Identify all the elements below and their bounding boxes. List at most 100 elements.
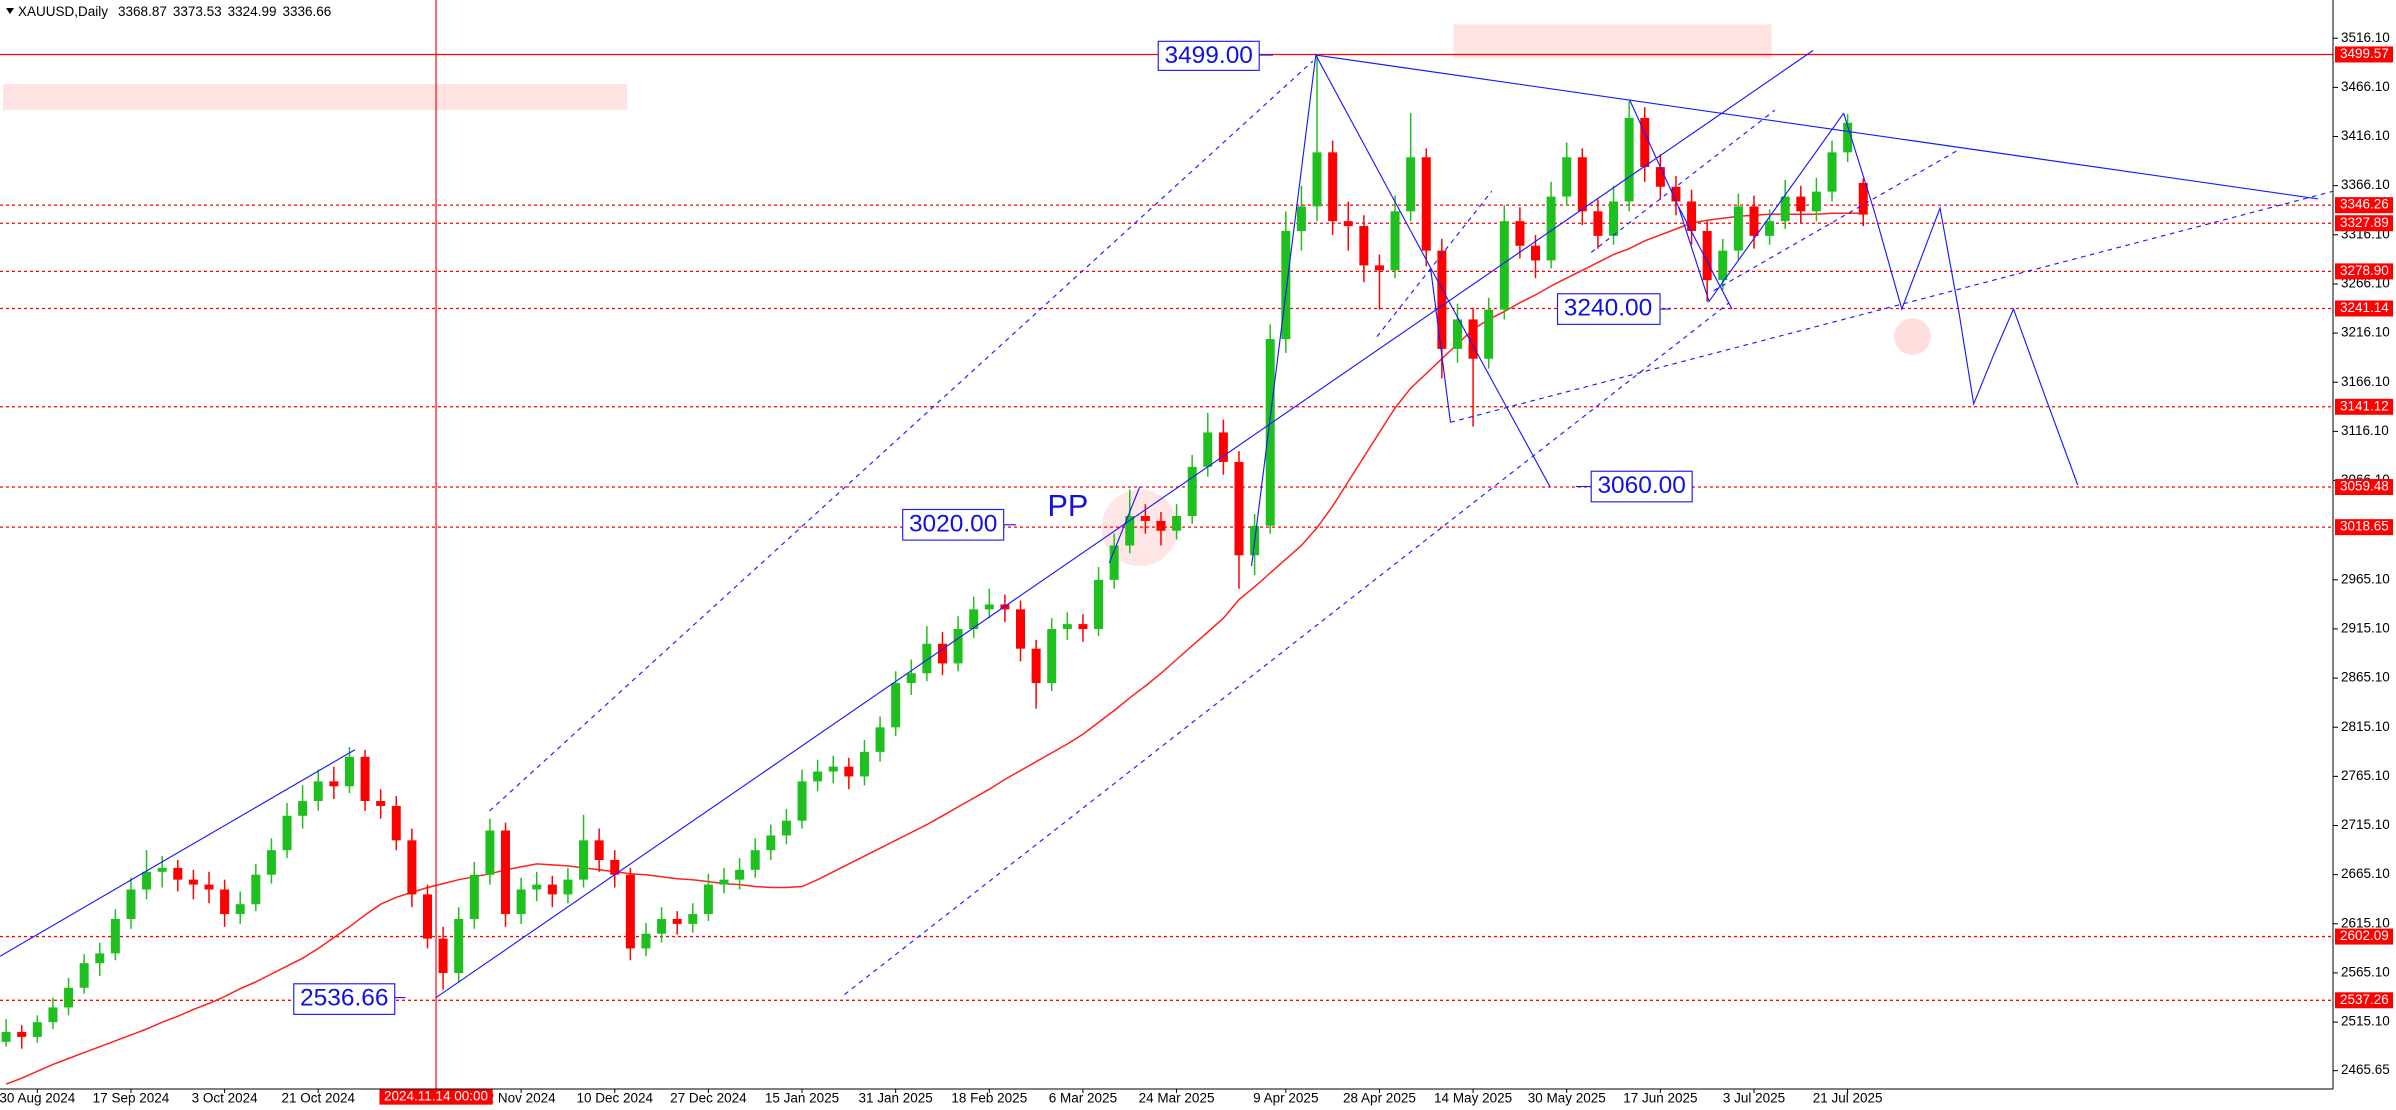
candle-body (1203, 432, 1213, 467)
annotation: 3240.00 (1564, 295, 1652, 322)
candle-body (1484, 309, 1494, 359)
candle-body (1562, 157, 1572, 197)
zones (3, 24, 1931, 567)
candle-body (173, 867, 183, 880)
candle-body (1671, 186, 1681, 202)
candle-body (1094, 579, 1104, 630)
y-tick-label: 3216.10 (2341, 325, 2390, 340)
high: 3373.53 (173, 4, 222, 19)
annotation: 3499.00 (1164, 42, 1252, 69)
candle-body (688, 914, 698, 924)
candle-body (1406, 157, 1416, 212)
candle-body (813, 771, 823, 782)
x-tick-label: 15 Jan 2025 (765, 1091, 839, 1106)
zigzag (1628, 99, 1845, 303)
candle-body (1421, 157, 1431, 251)
header: XAUUSD,Daily 3368.87 3373.53 3324.99 3336.66 (6, 4, 331, 19)
label-box (902, 508, 1005, 541)
annotation: PP (1048, 489, 1089, 523)
candle-body (1047, 629, 1057, 684)
candle-body (719, 879, 729, 885)
x-tick-label: 9 Apr 2025 (1253, 1091, 1318, 1106)
y-tick-label: 2665.10 (2341, 866, 2390, 881)
candle-body (1609, 201, 1619, 236)
level-label: 3059.48 (2340, 479, 2389, 494)
candle-body (1702, 230, 1712, 281)
candle-body (1374, 265, 1384, 271)
y-tick-label: 2815.10 (2341, 719, 2390, 734)
candle-body (1078, 624, 1088, 630)
level-label: 3018.65 (2340, 519, 2389, 534)
candle-body (969, 609, 979, 630)
candle-body (1718, 250, 1728, 281)
candle-body (781, 820, 791, 836)
level-label: 2537.26 (2340, 992, 2389, 1007)
candle-body (188, 879, 198, 885)
candle-body (1687, 201, 1697, 231)
channel-line (489, 60, 1314, 812)
candle-body (1531, 245, 1541, 261)
candle-body (17, 1031, 27, 1037)
candle-body (891, 683, 901, 728)
candle-body (625, 874, 635, 949)
candle-body (1281, 230, 1291, 340)
candle-body (1640, 117, 1650, 168)
channel-line (1376, 190, 1493, 337)
channel-line (1713, 149, 1959, 292)
candle-body (1125, 515, 1135, 546)
candle-body (922, 643, 932, 674)
candle-body (1468, 319, 1478, 359)
candle-body (469, 874, 479, 919)
x-tick-label: 28 Apr 2025 (1343, 1091, 1416, 1106)
candle-body (1140, 515, 1150, 521)
candle-body (1437, 250, 1447, 349)
crosshair-box (379, 1089, 493, 1105)
zigzag (1250, 53, 1551, 567)
y-tick-label: 3416.10 (2341, 128, 2390, 143)
y-tick-label: 2715.10 (2341, 817, 2390, 832)
symbol-name: XAUUSD,Daily (18, 4, 108, 19)
menu-icon (6, 8, 14, 14)
resistance-zone (3, 84, 628, 111)
y-tick-label: 3516.10 (2341, 30, 2390, 45)
level-tag (2335, 197, 2393, 214)
moving-average (5, 212, 1864, 1085)
candle-body (1577, 157, 1587, 212)
candle-body (1296, 206, 1306, 231)
candle-body (579, 840, 589, 880)
candle-body (1359, 226, 1369, 266)
x-tick-label: 10 Dec 2024 (576, 1091, 653, 1106)
candle-body (953, 629, 963, 664)
candle-body (641, 933, 651, 949)
candle-body (298, 801, 308, 816)
candle-body (1749, 206, 1759, 236)
level-tag (2335, 992, 2393, 1009)
candle-body (1452, 319, 1462, 349)
candle-body (344, 756, 354, 787)
channel-line (844, 302, 1730, 995)
level-tag (2335, 928, 2393, 945)
level-tag (2335, 398, 2393, 415)
candle-body (266, 850, 276, 875)
candle-body (672, 918, 682, 924)
annotation: 3060.00 (1597, 472, 1685, 499)
label-box (1590, 470, 1693, 503)
candle-body (906, 673, 916, 684)
level-label: 3327.89 (2340, 215, 2389, 230)
y-tick-label: 3466.10 (2341, 79, 2390, 94)
candle-body (454, 918, 464, 974)
symbol: XAUUSD,Daily 3368.87 3373.53 3324.99 3336.66 (18, 4, 331, 19)
candle-body (1733, 206, 1743, 251)
candle-body (1593, 211, 1603, 236)
x-tick-label: 31 Jan 2025 (858, 1091, 932, 1106)
y-tick-label: 2865.10 (2341, 670, 2390, 685)
candle-body (485, 830, 495, 875)
trend-line (1315, 54, 2319, 200)
candle-body (422, 894, 432, 939)
x-tick-label: 3 Jul 2025 (1723, 1091, 1785, 1106)
level-tag (2335, 263, 2393, 280)
y-tick-label: 2765.10 (2341, 768, 2390, 783)
candle-body (157, 867, 167, 872)
trend-line (0, 749, 356, 957)
